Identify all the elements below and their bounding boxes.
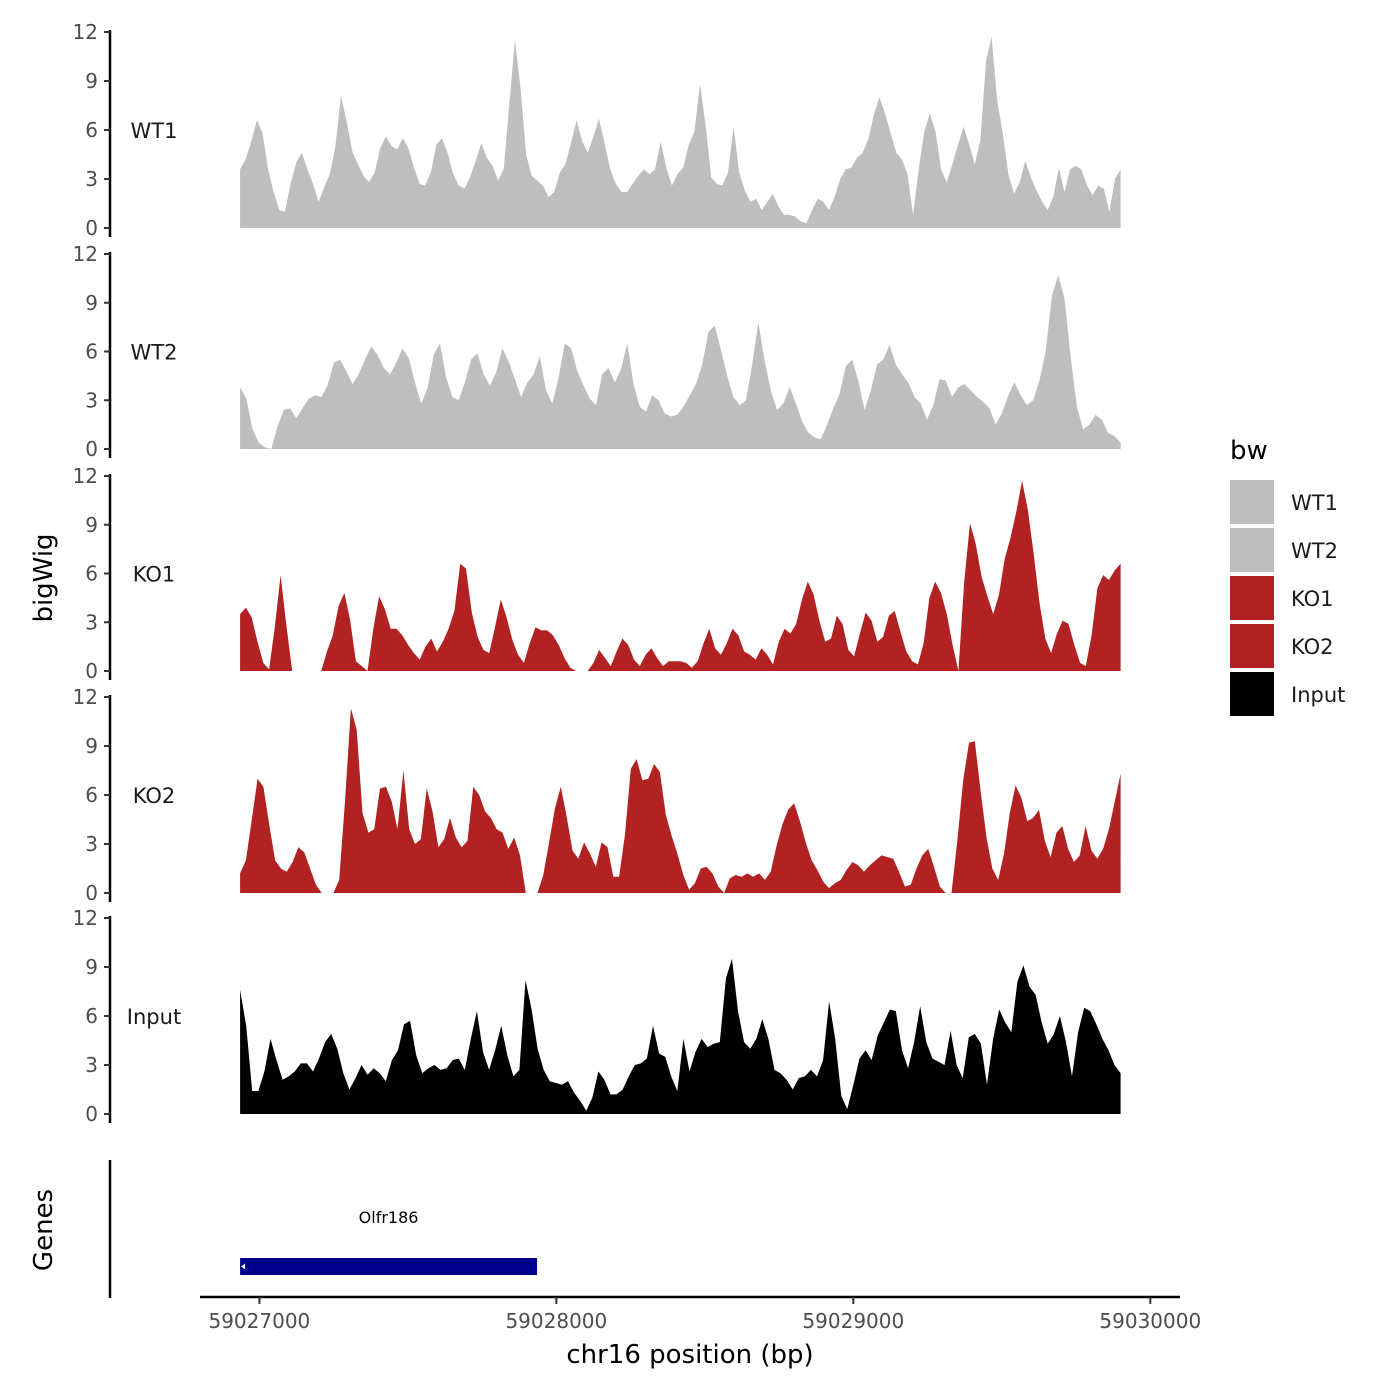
- track-label: Input: [127, 1005, 181, 1029]
- y-tick-label: 9: [85, 69, 98, 93]
- y-tick-label: 12: [73, 464, 98, 488]
- y-tick-label: 9: [85, 955, 98, 979]
- y-tick-label: 3: [85, 610, 98, 634]
- gene-track: Olfr186: [108, 1160, 538, 1298]
- y-tick-label: 6: [85, 783, 98, 807]
- track-label: KO1: [133, 563, 176, 587]
- coverage-area-input: [240, 958, 1121, 1114]
- legend-item-input: Input: [1230, 672, 1345, 716]
- legend-label: WT1: [1291, 491, 1338, 515]
- track-wt2: 0 3 6 9 12 WT2: [73, 242, 1121, 461]
- y-tick-label: 12: [73, 242, 98, 266]
- x-axis: 59027000 59028000 59029000 59030000: [200, 1295, 1201, 1333]
- track-input: 0 3 6 9 12 Input: [73, 906, 1121, 1126]
- y-tick-label: 0: [85, 881, 98, 905]
- y-tick-label: 3: [85, 167, 98, 191]
- y-tick-label: 6: [85, 562, 98, 586]
- legend-swatch: [1230, 672, 1274, 716]
- y-tick-label: 0: [85, 1102, 98, 1126]
- legend: WT1 WT2 KO1 KO2 Input: [1230, 480, 1345, 716]
- y-tick-label: 3: [85, 388, 98, 412]
- legend-item-ko2: KO2: [1230, 624, 1334, 668]
- x-tick-label: 59030000: [1099, 1309, 1201, 1333]
- gene-body: [240, 1258, 538, 1275]
- y-tick-label: 0: [85, 437, 98, 461]
- legend-swatch: [1230, 624, 1274, 668]
- y-tick-label: 6: [85, 340, 98, 364]
- x-tick-label: 59028000: [505, 1309, 607, 1333]
- legend-item-ko1: KO1: [1230, 576, 1334, 620]
- coverage-area-ko1: [240, 480, 1121, 671]
- gene-track-title: Genes: [29, 1189, 59, 1271]
- legend-label: WT2: [1291, 539, 1338, 563]
- legend-label: KO1: [1291, 587, 1334, 611]
- legend-swatch: [1230, 576, 1274, 620]
- coverage-area-wt2: [240, 275, 1121, 449]
- legend-item-wt2: WT2: [1230, 528, 1338, 572]
- coverage-area-wt1: [240, 36, 1121, 229]
- legend-title: bw: [1230, 436, 1268, 466]
- y-tick-label: 3: [85, 832, 98, 856]
- x-tick-label: 59027000: [208, 1309, 310, 1333]
- y-tick-label: 3: [85, 1053, 98, 1077]
- x-axis-title: chr16 position (bp): [566, 1340, 813, 1370]
- legend-label: KO2: [1291, 635, 1334, 659]
- legend-swatch: [1230, 480, 1274, 524]
- track-wt1: 0 3 6 9 12 WT1: [73, 20, 1121, 240]
- y-tick-label: 9: [85, 291, 98, 315]
- y-tick-label: 12: [73, 20, 98, 44]
- y-tick-label: 0: [85, 216, 98, 240]
- strand-arrow-icon: [241, 1263, 246, 1270]
- track-label: KO2: [133, 784, 176, 808]
- track-ko1: 0 3 6 9 12 KO1: [73, 464, 1121, 683]
- legend-item-wt1: WT1: [1230, 480, 1338, 524]
- track-label: WT2: [131, 341, 178, 365]
- legend-label: Input: [1291, 683, 1345, 707]
- gene-name-label: Olfr186: [359, 1208, 419, 1227]
- y-tick-label: 0: [85, 659, 98, 683]
- y-tick-label: 9: [85, 513, 98, 537]
- y-tick-label: 6: [85, 118, 98, 142]
- x-tick-label: 59029000: [802, 1309, 904, 1333]
- y-tick-label: 12: [73, 906, 98, 930]
- track-ko2: 0 3 6 9 12 KO2: [73, 685, 1121, 905]
- y-axis-title: bigWig: [29, 533, 59, 622]
- legend-swatch: [1230, 528, 1274, 572]
- y-tick-label: 12: [73, 685, 98, 709]
- coverage-area-ko2: [240, 708, 1121, 893]
- track-label: WT1: [131, 119, 178, 143]
- y-tick-label: 6: [85, 1004, 98, 1028]
- y-tick-label: 9: [85, 734, 98, 758]
- coverage-tracks: 0 3 6 9 12 WT1 0 3 6 9 12 WT2 0 3 6 9 12 KO1 0 3 6 9 12 KO2 0 3 6 9…: [73, 20, 1121, 1126]
